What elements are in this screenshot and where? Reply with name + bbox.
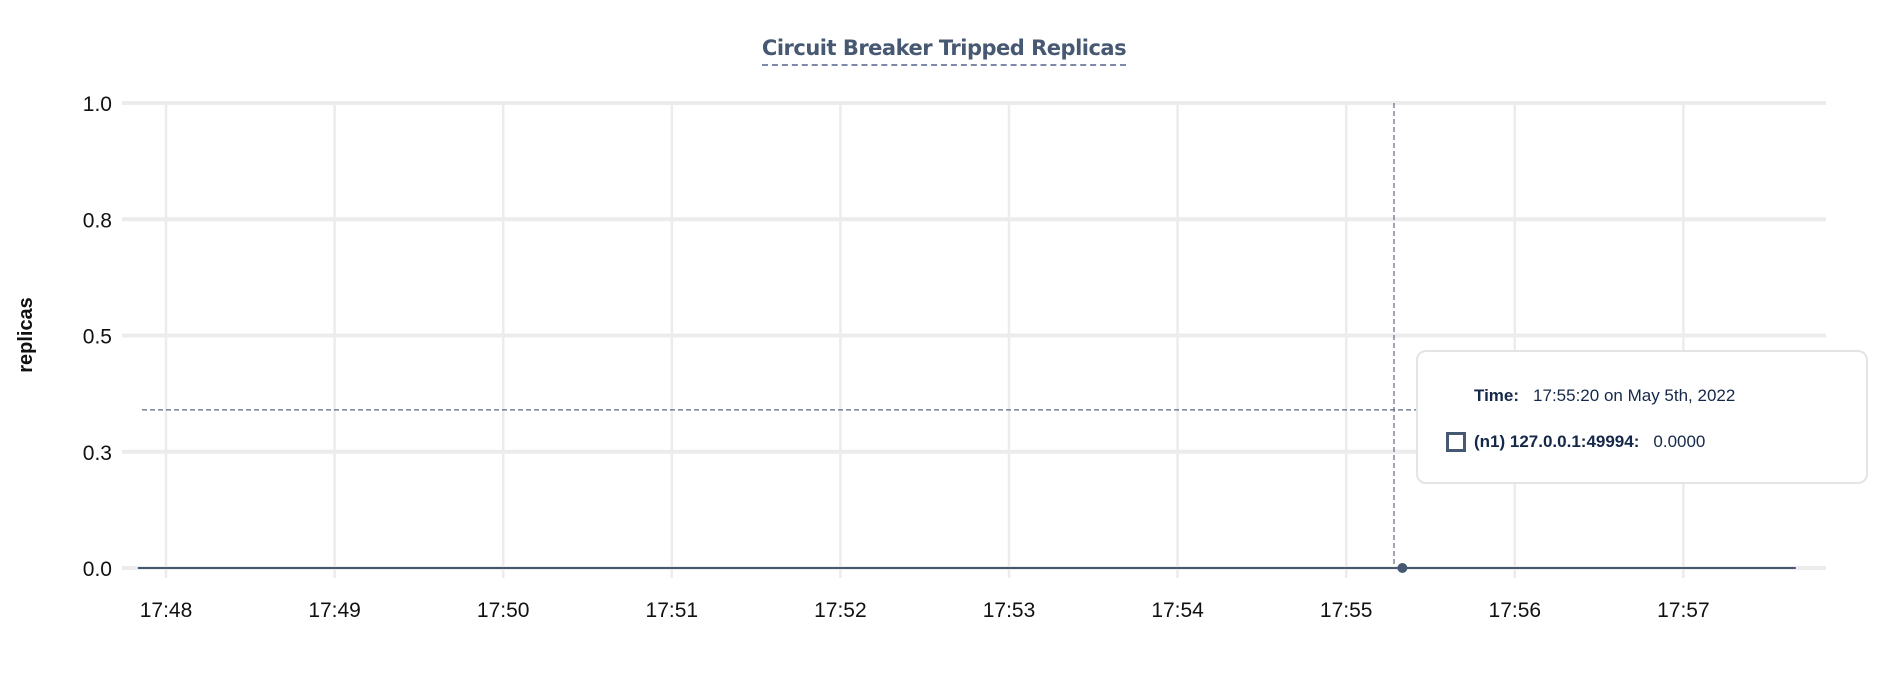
x-tick-label: 17:51 [646,599,699,622]
tooltip-time-label: Time: [1474,386,1520,405]
x-tick-label: 17:50 [477,599,530,622]
tooltip-series-label: (n1) 127.0.0.1:49994: [1474,432,1640,451]
y-tick-label: 0.0 [83,558,112,581]
chart-title[interactable]: Circuit Breaker Tripped Replicas [761,36,1127,66]
tooltip-time: Time: 17:55:20 on May 5th, 2022 [1474,386,1735,406]
x-tick-label: 17:56 [1489,599,1542,622]
tooltip-time-value: 17:55:20 on May 5th, 2022 [1533,386,1736,405]
y-tick-label: 1.0 [83,93,112,116]
y-axis-label: replicas [15,297,37,373]
x-tick-label: 17:52 [814,599,867,622]
x-tick-label: 17:54 [1151,599,1204,622]
y-tick-label: 0.8 [83,209,112,232]
x-tick-label: 17:48 [140,599,193,622]
y-tick-label: 0.5 [83,326,112,349]
hover-point [1397,563,1408,573]
x-tick-label: 17:55 [1320,599,1373,622]
tooltip-series-row: (n1) 127.0.0.1:49994: 0.0000 [1446,432,1705,452]
tooltip: Time: 17:55:20 on May 5th, 2022 (n1) 127.… [1416,350,1868,484]
chart-title-wrap: Circuit Breaker Tripped Replicas [0,36,1888,66]
x-tick-label: 17:57 [1657,599,1710,622]
x-tick-label: 17:53 [983,599,1036,622]
tooltip-series-value: 0.0000 [1653,432,1706,451]
y-tick-label: 0.3 [83,442,112,465]
series-swatch-icon [1446,432,1466,452]
x-tick-label: 17:49 [308,599,361,622]
